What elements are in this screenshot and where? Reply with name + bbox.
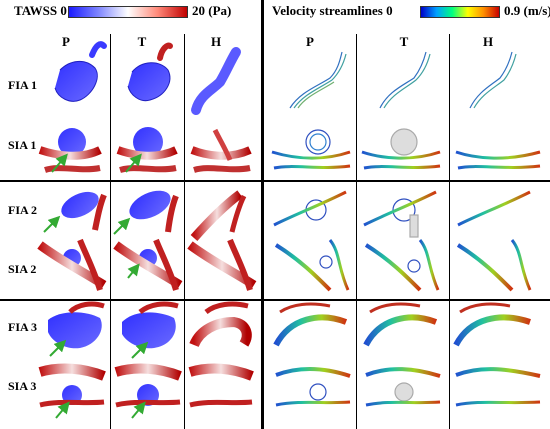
fia1-stream-t <box>379 51 431 109</box>
fia2-stream-t <box>363 190 437 238</box>
sia2-stream-h <box>456 239 532 292</box>
velocity-colorbar <box>420 6 500 18</box>
sia1-tawss-h <box>190 128 252 173</box>
row-label-fia1: FIA 1 <box>8 78 38 92</box>
divider-left-1 <box>110 34 111 429</box>
sia3-tawss-h <box>188 363 254 408</box>
tawss-legend-max: 20 (Pa) <box>192 3 232 18</box>
sia2-stream-p <box>274 239 350 292</box>
sia2-tawss-h <box>187 238 257 291</box>
sia2-tawss-p <box>37 238 107 291</box>
tawss-colorbar <box>68 6 188 18</box>
sia1-tawss-p <box>38 128 102 173</box>
fia2-stream-p <box>273 190 347 227</box>
left-col-head-p: P <box>62 34 70 49</box>
fia3-stream-p <box>273 302 348 347</box>
right-col-head-h: H <box>482 34 494 49</box>
fia1-tawss-p <box>54 41 107 102</box>
right-col-head-t: T <box>399 34 409 49</box>
sia3-stream-h <box>455 367 541 407</box>
divider-right-2 <box>449 34 450 429</box>
right-col-head-p: P <box>306 34 314 49</box>
row-divider-1 <box>0 180 550 182</box>
fia3-tawss-h <box>189 301 252 348</box>
panel-divider <box>261 0 264 429</box>
row-label-sia1: SIA 1 <box>8 138 37 152</box>
sia1-stream-h <box>455 150 541 170</box>
row-label-sia3: SIA 3 <box>8 379 37 393</box>
velocity-legend-label: Velocity streamlines 0 <box>272 3 393 18</box>
sia3-tawss-t <box>114 363 182 419</box>
row-label-fia2: FIA 2 <box>8 203 38 217</box>
left-col-head-t: T <box>137 34 147 49</box>
divider-left-2 <box>184 34 185 429</box>
fia2-tawss-p <box>43 191 107 233</box>
fia2-tawss-t <box>113 190 179 235</box>
velocity-legend-max: 0.9 (m/s) <box>504 3 550 18</box>
sia1-tawss-t <box>116 127 178 173</box>
tawss-legend-label: TAWSS 0 <box>14 3 67 18</box>
sia1-stream-p <box>271 129 351 170</box>
fia1-tawss-h <box>191 47 241 115</box>
fia1-stream-h <box>469 51 517 109</box>
fia1-stream-p <box>289 51 347 109</box>
left-col-head-h: H <box>210 34 222 49</box>
fia3-tawss-t <box>122 301 179 359</box>
sia1-stream-t <box>361 128 441 170</box>
sia3-stream-t <box>365 367 441 407</box>
row-divider-2 <box>0 299 550 301</box>
fia3-stream-h <box>453 302 531 347</box>
fia2-tawss-h <box>190 190 247 241</box>
sia3-tawss-p <box>38 363 106 419</box>
sia2-stream-t <box>364 239 440 292</box>
sia2-tawss-t <box>113 238 183 291</box>
divider-right-1 <box>356 34 357 429</box>
row-label-sia2: SIA 2 <box>8 262 37 276</box>
fia1-tawss-t <box>127 42 173 102</box>
fia3-tawss-p <box>48 301 105 357</box>
fia3-stream-t <box>363 302 438 347</box>
fia2-stream-h <box>457 190 531 227</box>
sia3-stream-p <box>275 367 351 407</box>
row-label-fia3: FIA 3 <box>8 320 38 334</box>
